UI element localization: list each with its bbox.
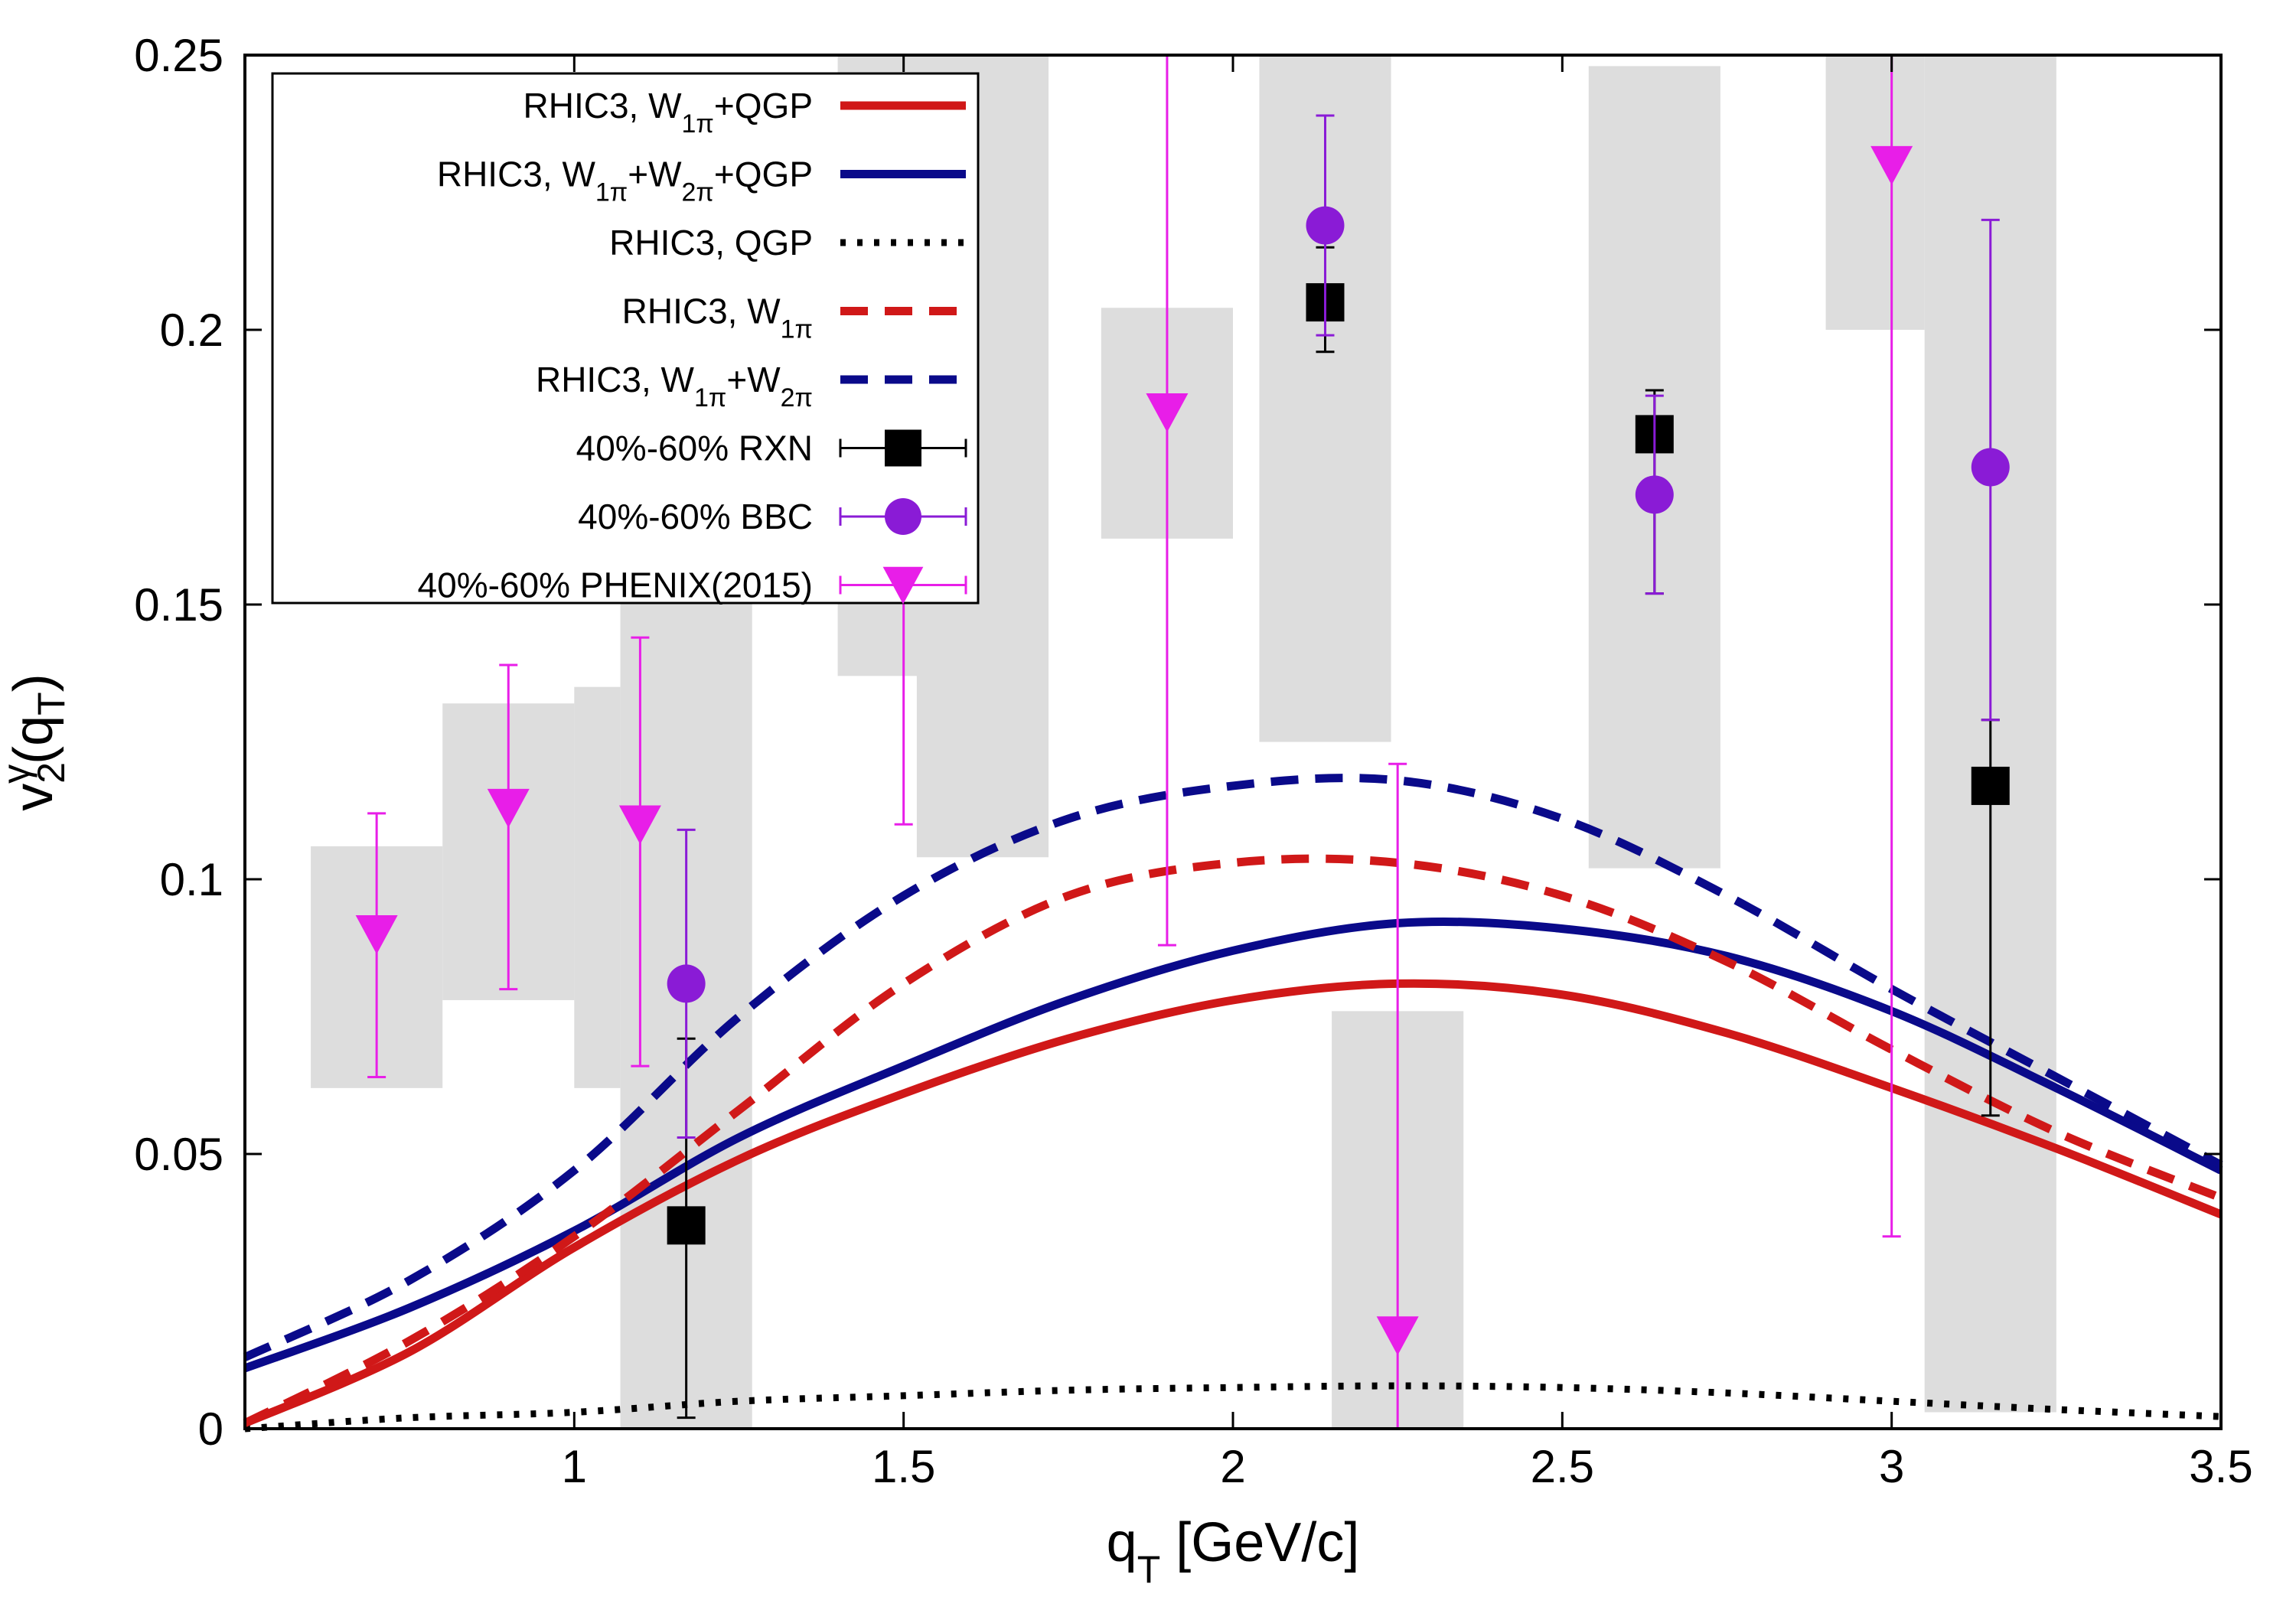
phenix2015-point-5 xyxy=(1146,393,1189,432)
legend-marker-bbc xyxy=(885,498,921,535)
y-axis-title: v2γ(qT) xyxy=(0,673,73,810)
systematic-band-11 xyxy=(1825,55,1925,330)
rxn-point-1 xyxy=(667,1206,706,1245)
x-tick-label: 3 xyxy=(1879,1441,1904,1492)
x-tick-label: 2 xyxy=(1220,1441,1245,1492)
data-points xyxy=(355,55,2010,1429)
axis-ticks: 1 1.5 2 2.5 3 3.5 0 0.05 0.1 0.15 0.2 0.25 xyxy=(134,30,2252,1492)
phenix2015-point-3 xyxy=(618,805,661,845)
legend-box xyxy=(271,72,980,605)
y-tick-label: 0.1 xyxy=(160,854,223,905)
y-tick-label: 0 xyxy=(198,1403,223,1455)
x-axis-title: qT [GeV/c] xyxy=(1107,1512,1360,1591)
phenix2015-point-1 xyxy=(355,915,398,954)
legend-label-w1pi-w2pi: RHIC3, W1π+W2π xyxy=(536,360,813,412)
y-tick-label: 0.15 xyxy=(134,579,223,631)
legend-marker-phenix2015 xyxy=(882,566,924,605)
legend-marker-rxn xyxy=(885,429,921,467)
bbc-point-4 xyxy=(1971,448,2010,487)
x-tick-label: 1 xyxy=(562,1441,587,1492)
phenix2015-point-2 xyxy=(487,788,530,828)
legend-label-w1pi-qgp: RHIC3, W1π+QGP xyxy=(523,86,813,139)
legend-label-w1pi-w2pi-qgp: RHIC3, W1π+W2π+QGP xyxy=(437,155,813,207)
legend-label-rxn: 40%-60% RXN xyxy=(576,429,813,468)
bbc-point-2 xyxy=(1306,206,1345,245)
y-tick-label: 0.2 xyxy=(160,305,223,356)
y-tick-label: 0.05 xyxy=(134,1129,223,1180)
x-tick-label: 2.5 xyxy=(1531,1441,1594,1492)
legend: RHIC3, W1π+QGP RHIC3, W1π+W2π+QGP RHIC3, Q… xyxy=(271,72,980,605)
x-tick-label: 1.5 xyxy=(872,1441,935,1492)
legend-label-bbc: 40%-60% BBC xyxy=(578,497,813,536)
y-tick-label: 0.25 xyxy=(134,30,223,81)
legend-label-qgp: RHIC3, QGP xyxy=(609,223,813,262)
systematic-band-3 xyxy=(574,686,621,1088)
phenix2015-point-7 xyxy=(1870,145,1913,185)
phenix2015-point-6 xyxy=(1376,1316,1419,1356)
rxn-point-4 xyxy=(1971,766,2010,805)
bbc-point-3 xyxy=(1635,475,1674,514)
bbc-point-1 xyxy=(667,964,706,1003)
legend-label-w1pi: RHIC3, W1π xyxy=(622,292,813,344)
legend-label-phenix2015: 40%-60% PHENIX(2015) xyxy=(418,566,813,605)
x-tick-label: 3.5 xyxy=(2189,1441,2252,1492)
series-bbc xyxy=(667,114,2010,1139)
